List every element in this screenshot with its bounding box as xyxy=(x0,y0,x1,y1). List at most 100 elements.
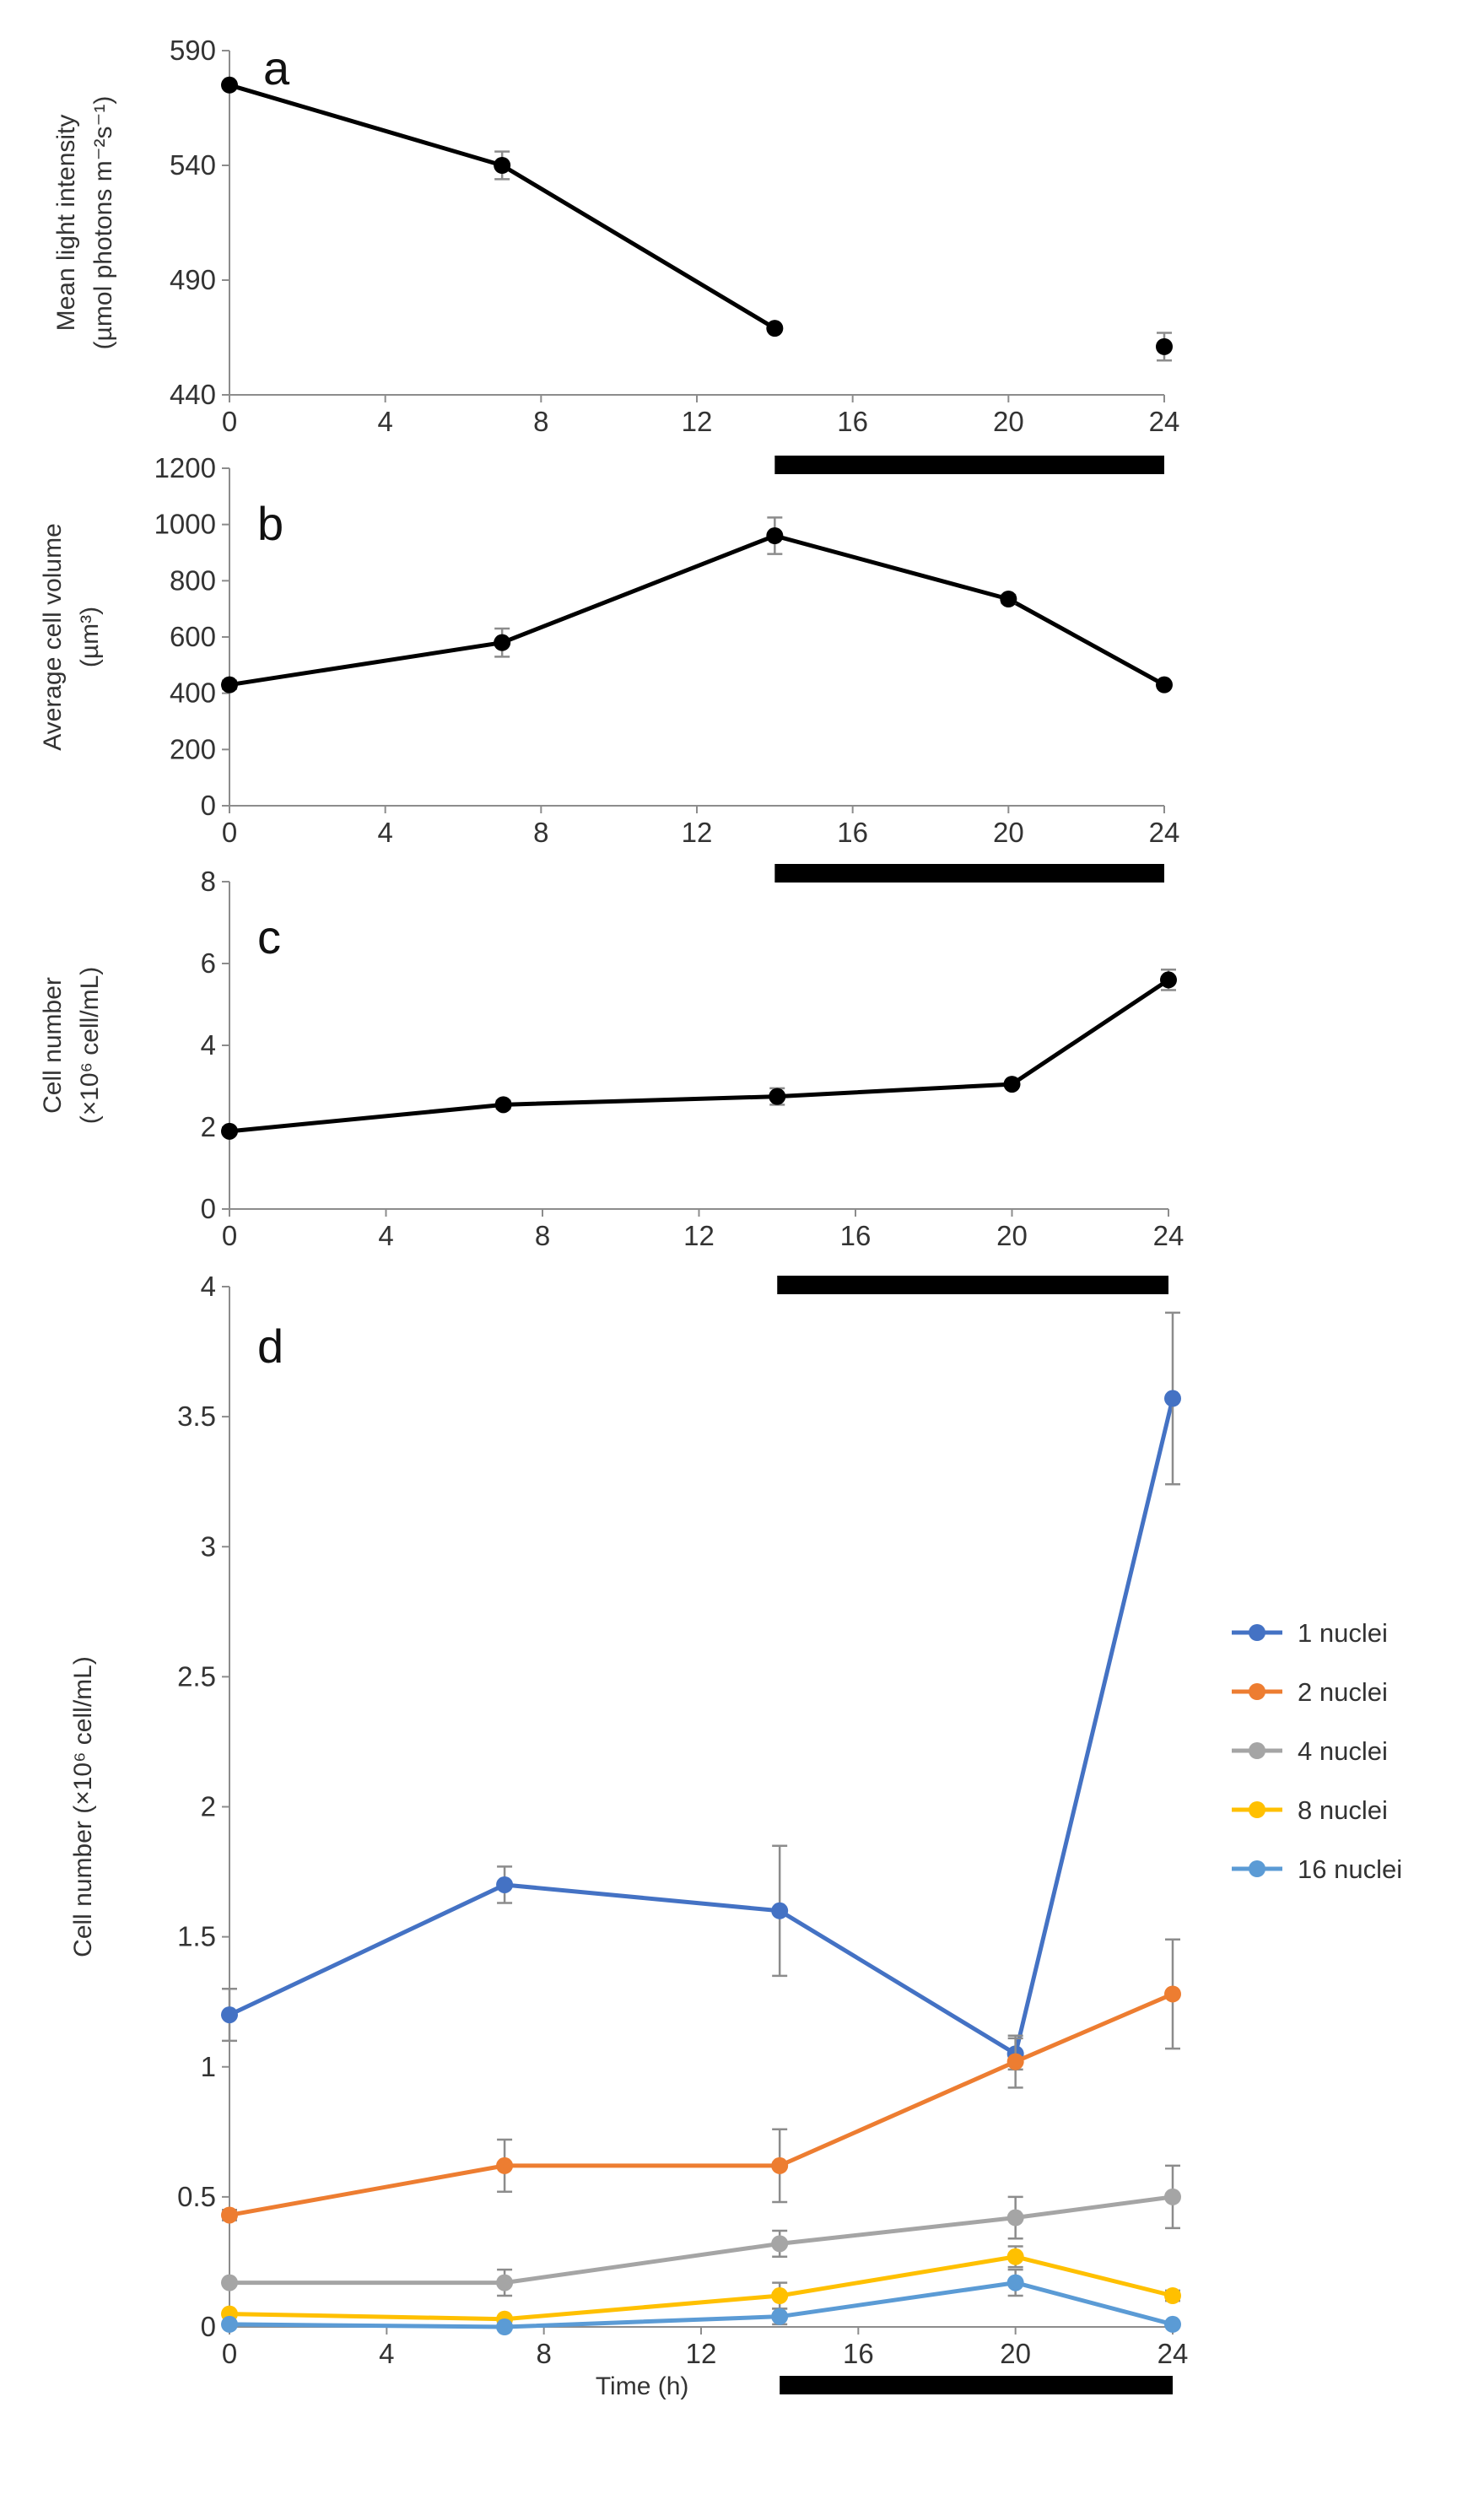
x-tick-label: 4 xyxy=(378,1220,393,1251)
data-point xyxy=(496,1876,514,1893)
y-tick-label: 1.5 xyxy=(177,1921,216,1952)
data-point xyxy=(1164,1390,1181,1407)
y-axis-label-units: (×10⁶ cell/mL) xyxy=(76,967,104,1125)
x-tick-label: 0 xyxy=(222,406,237,437)
dark-period-bar xyxy=(774,456,1164,474)
series-line xyxy=(229,2194,1174,2286)
y-tick-label: 8 xyxy=(201,866,216,897)
x-tick-label: 12 xyxy=(682,406,713,437)
legend-swatch-marker xyxy=(1249,1860,1265,1877)
x-tick-label: 20 xyxy=(996,1220,1028,1251)
y-tick-label: 4 xyxy=(201,1271,216,1302)
data-point xyxy=(1164,2315,1181,2333)
x-tick-label: 20 xyxy=(993,817,1024,848)
data-point xyxy=(766,527,784,544)
y-tick-label: 400 xyxy=(170,677,216,709)
chart-panel-d: 0 0.5 1 1.5 2 2.5 3 3.5 4 0 4 8 12 16 20 24 Cell number … xyxy=(69,1271,1402,2400)
data-point xyxy=(1006,2274,1024,2291)
series-main xyxy=(221,969,1177,1140)
y-axis-label: Mean light intensity xyxy=(52,115,80,332)
data-point xyxy=(771,2308,789,2325)
y-tick-label: 440 xyxy=(170,379,216,410)
x-tick-label: 24 xyxy=(1149,817,1180,848)
data-point xyxy=(1164,1985,1181,2003)
x-tick-label: 0 xyxy=(222,1220,237,1251)
y-tick-label: 6 xyxy=(201,947,216,979)
data-point xyxy=(769,1088,786,1105)
data-point xyxy=(221,2206,238,2224)
data-point xyxy=(221,2274,238,2291)
x-tick-label: 16 xyxy=(837,406,868,437)
x-tick-label: 16 xyxy=(837,817,868,848)
data-point xyxy=(771,2287,789,2305)
data-point xyxy=(1006,2053,1024,2070)
data-point xyxy=(1164,2188,1181,2205)
legend-swatch-marker xyxy=(1249,1801,1265,1818)
x-tick-label: 16 xyxy=(840,1220,872,1251)
x-tick-label: 8 xyxy=(533,817,548,848)
y-tick-label: 490 xyxy=(170,264,216,295)
data-point xyxy=(494,1096,512,1114)
data-point xyxy=(771,2156,789,2174)
series-line xyxy=(229,1992,1174,2217)
y-axis-label-units: (µmol photons m⁻²s⁻¹) xyxy=(89,96,117,350)
y-axis-label: Cell number xyxy=(39,977,67,1114)
x-tick-label: 24 xyxy=(1158,2338,1189,2369)
series-line xyxy=(229,2281,1174,2329)
series-1-nuclei xyxy=(221,1311,1181,2071)
data-point xyxy=(1156,676,1173,694)
y-tick-label: 0 xyxy=(201,790,216,821)
dark-period-bar xyxy=(777,1276,1168,1294)
x-tick-label: 4 xyxy=(377,817,392,848)
series-4-nuclei xyxy=(221,2164,1181,2297)
y-tick-label: 600 xyxy=(170,621,216,652)
data-point xyxy=(221,76,238,94)
legend-swatch-marker xyxy=(1249,1624,1265,1641)
chart-panel-b: 0 200 400 600 800 1000 1200 0 4 8 12 16 20 24 Average … xyxy=(39,452,1179,883)
y-axis-label: Average cell volume xyxy=(39,523,67,751)
y-tick-label: 3 xyxy=(201,1530,216,1562)
x-tick-label: 0 xyxy=(222,817,237,848)
data-point xyxy=(496,2274,514,2291)
y-tick-label: 200 xyxy=(170,733,216,764)
data-point xyxy=(766,320,784,337)
x-tick-label: 20 xyxy=(993,406,1024,437)
x-axis-label: Time (h) xyxy=(596,2372,689,2400)
panel-letter: c xyxy=(257,910,281,964)
y-tick-label: 2 xyxy=(201,1791,216,1822)
series-line xyxy=(229,533,1166,688)
legend-swatch-marker xyxy=(1249,1683,1265,1700)
series-main xyxy=(221,76,1173,362)
data-point xyxy=(221,2006,238,2024)
data-point xyxy=(496,2318,514,2335)
data-point xyxy=(221,1122,238,1140)
y-tick-label: 4 xyxy=(201,1029,216,1061)
legend-label: 16 nuclei xyxy=(1298,1854,1402,1884)
data-point xyxy=(1003,1076,1021,1093)
chart-panel-a: 440 490 540 590 0 4 8 12 16 20 24 Mean light intens… xyxy=(52,35,1179,474)
y-tick-label: 0 xyxy=(201,2311,216,2342)
y-axis-label-units: (µm³) xyxy=(76,607,104,667)
x-tick-label: 8 xyxy=(533,406,548,437)
x-tick-label: 4 xyxy=(379,2338,394,2369)
dark-period-bar xyxy=(780,2376,1173,2394)
series-16-nuclei xyxy=(221,2268,1181,2335)
y-tick-label: 1200 xyxy=(154,452,216,483)
dark-period-bar xyxy=(774,864,1164,883)
x-tick-label: 12 xyxy=(686,2338,717,2369)
data-point xyxy=(494,634,511,651)
y-tick-label: 800 xyxy=(170,564,216,596)
legend: 1 nuclei 2 nuclei 4 nuclei 8 nuclei 16 nucle… xyxy=(1232,1618,1402,1884)
y-tick-label: 3.5 xyxy=(177,1401,216,1432)
data-point xyxy=(221,676,238,694)
x-tick-label: 16 xyxy=(843,2338,874,2369)
data-point xyxy=(1164,2287,1181,2305)
y-tick-label: 1 xyxy=(201,2051,216,2082)
y-tick-label: 0 xyxy=(201,1193,216,1224)
data-point xyxy=(771,2235,789,2253)
legend-label: 2 nuclei xyxy=(1298,1677,1388,1707)
y-tick-label: 590 xyxy=(170,35,216,66)
panel-letter: b xyxy=(257,497,283,550)
